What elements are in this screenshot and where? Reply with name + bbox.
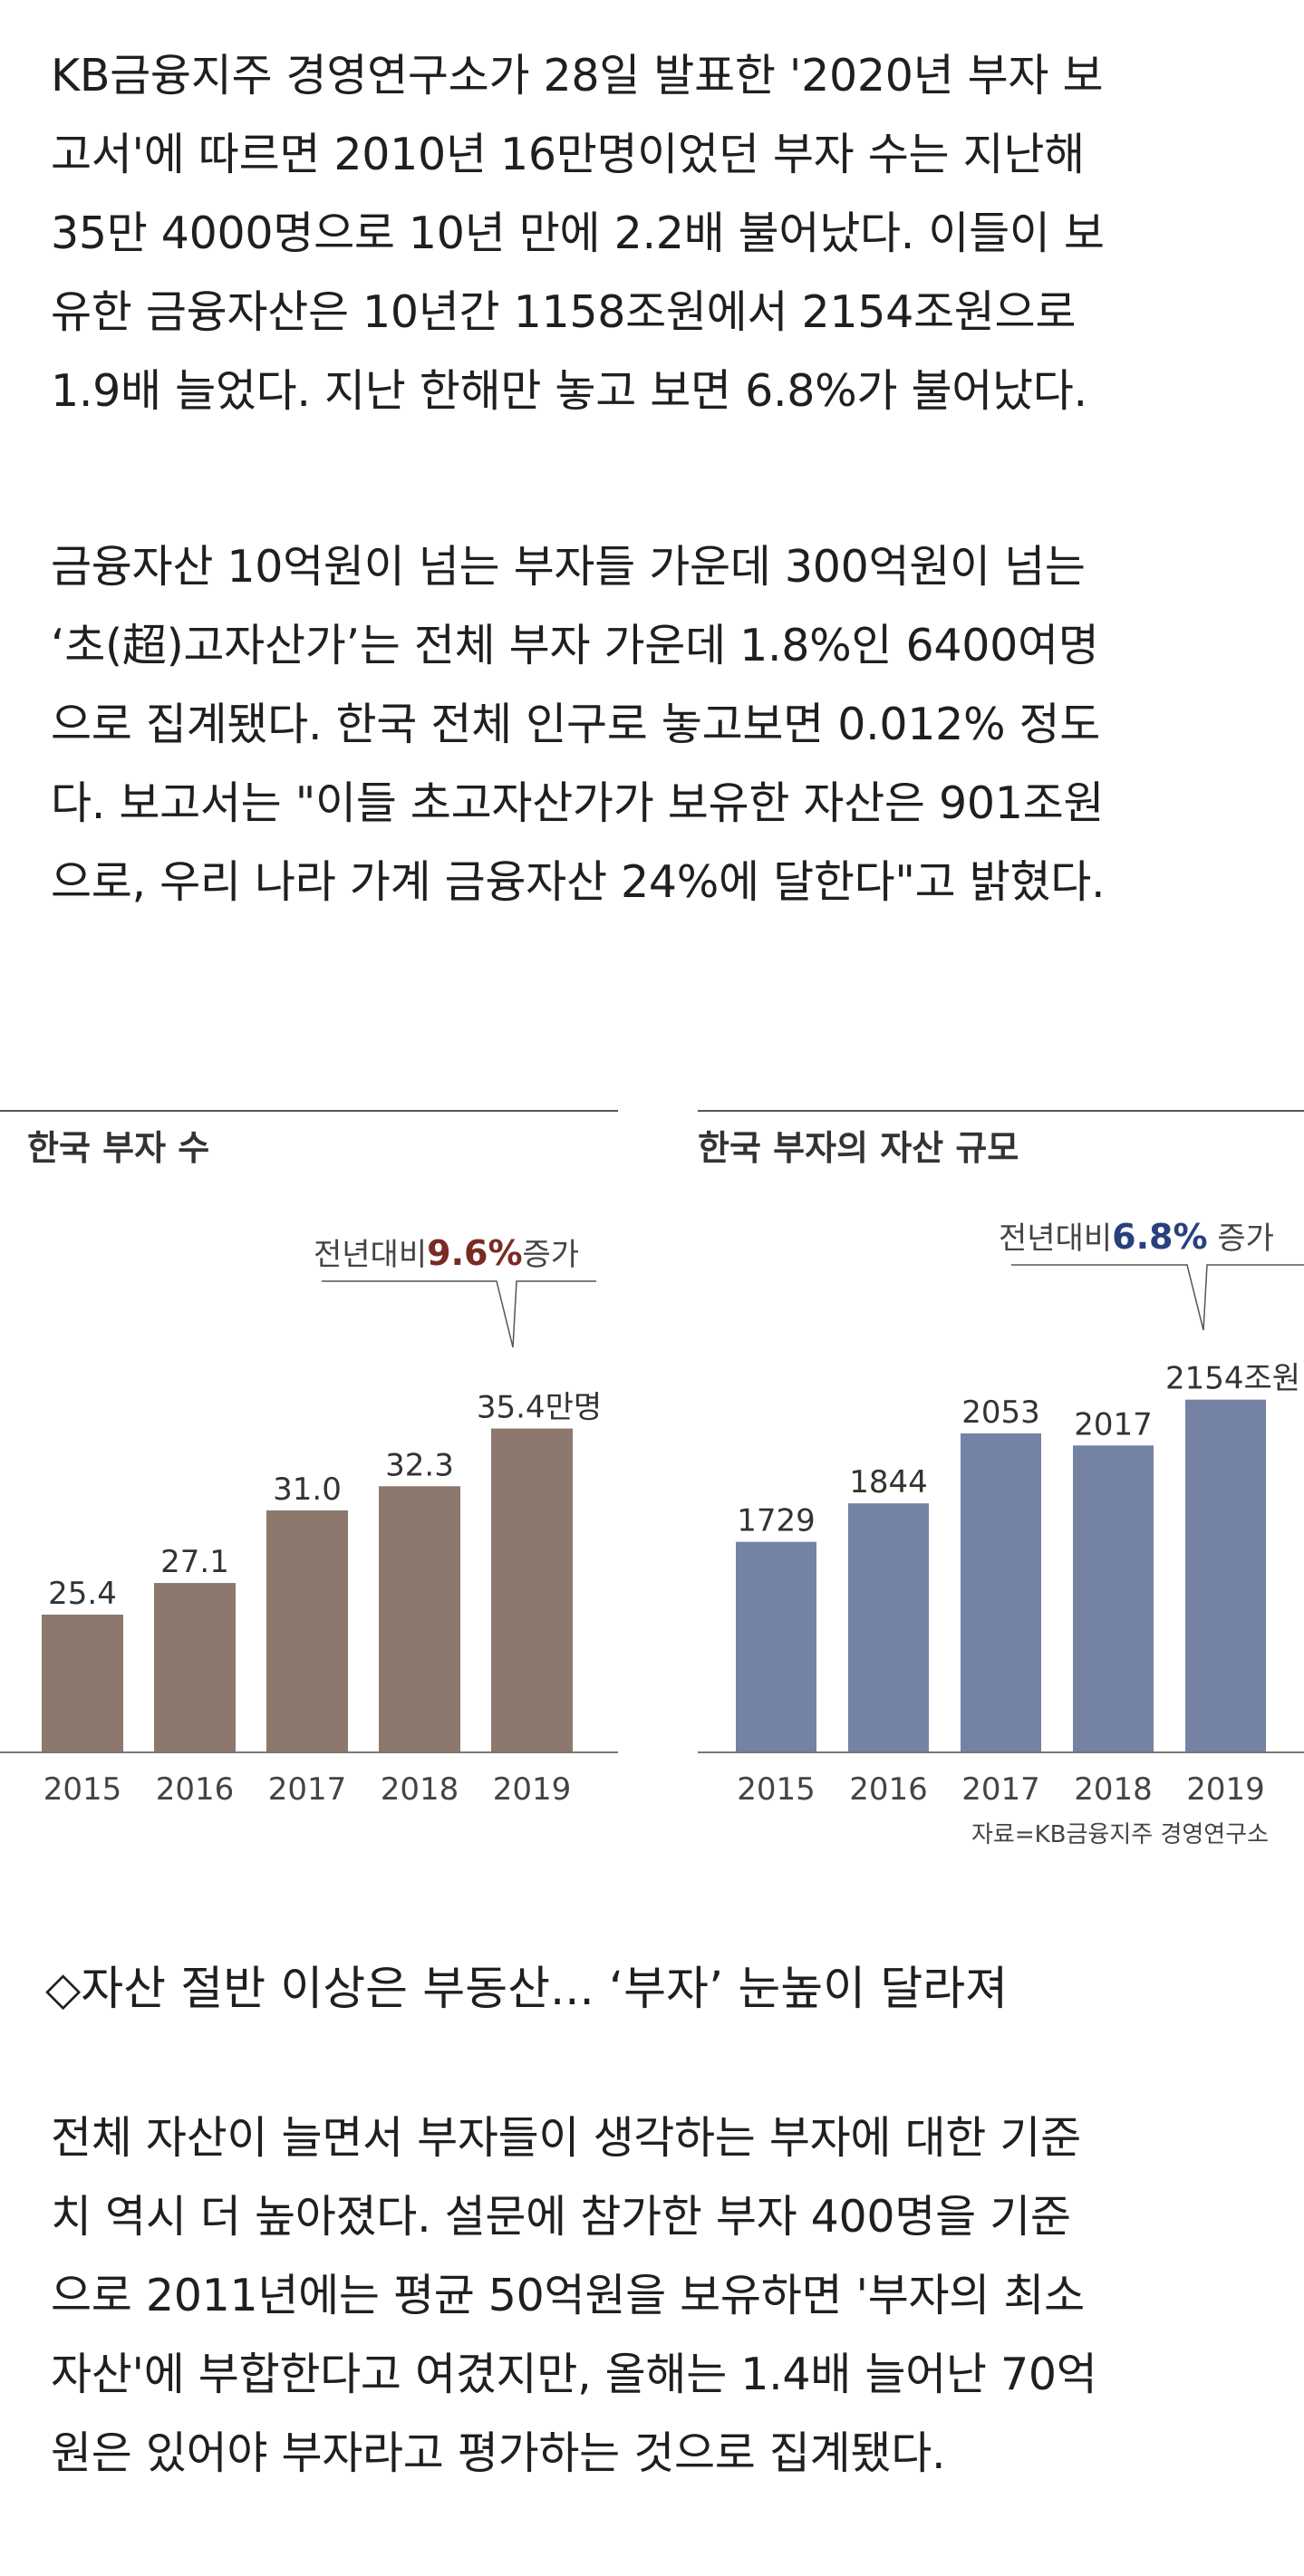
chart-title: 한국 부자 수 bbox=[27, 1128, 209, 1168]
text-line: 1.9배 늘었다. 지난 한해만 놓고 보면 6.8%가 불어났다. bbox=[51, 365, 1087, 417]
bar bbox=[379, 1486, 460, 1752]
x-tick-label: 2018 bbox=[381, 1771, 459, 1808]
chart-source: 자료=KB금융지주 경영연구소 bbox=[971, 1821, 1270, 1848]
text-line: 으로, 우리 나라 가계 금융자산 24%에 달한다"고 밝혔다. bbox=[51, 856, 1106, 908]
x-tick-label: 2015 bbox=[43, 1771, 122, 1808]
x-tick-label: 2018 bbox=[1074, 1771, 1153, 1808]
x-tick-label: 2016 bbox=[849, 1771, 928, 1808]
text-line: 35만 4000명으로 10년 만에 2.2배 불어났다. 이들이 보 bbox=[51, 207, 1105, 259]
bar bbox=[848, 1503, 929, 1752]
bar-value-label: 35.4만명 bbox=[477, 1390, 602, 1426]
bar bbox=[491, 1428, 573, 1752]
rich-assets-chart: 한국 부자의 자산 규모 1729 2015 1844 2016 2053 2017 2017… bbox=[698, 1109, 1304, 1816]
x-tick-label: 2015 bbox=[737, 1771, 816, 1808]
bar-value-label: 2154조원 bbox=[1165, 1361, 1300, 1397]
x-tick-label: 2019 bbox=[1186, 1771, 1265, 1808]
chart-title: 한국 부자의 자산 규모 bbox=[698, 1128, 1019, 1168]
text-line: 자산'에 부합한다고 여겼지만, 올해는 1.4배 늘어난 70억 bbox=[51, 2349, 1097, 2400]
bar-value-label: 27.1 bbox=[160, 1544, 229, 1580]
bar-value-label: 31.0 bbox=[273, 1471, 342, 1508]
text-line: 으로 집계됐다. 한국 전체 인구로 놓고보면 0.012% 정도 bbox=[51, 699, 1101, 750]
text-line: ‘초(超)고자산가’는 전체 부자 가운데 1.8%인 6400여명 bbox=[51, 620, 1099, 671]
ultra-rich-paragraph: 금융자산 10억원이 넘는 부자들 가운데 300억원이 넘는 ‘초(超)고자산… bbox=[51, 527, 1265, 921]
bar-value-label: 32.3 bbox=[385, 1447, 454, 1483]
bar bbox=[154, 1583, 236, 1752]
x-tick-label: 2019 bbox=[493, 1771, 572, 1808]
bar bbox=[736, 1541, 816, 1752]
text-line: KB금융지주 경영연구소가 28일 발표한 '2020년 부자 보 bbox=[51, 50, 1104, 101]
bar bbox=[266, 1510, 348, 1752]
text-line: 치 역시 더 높아졌다. 설문에 참가한 부자 400명을 기준 bbox=[51, 2191, 1071, 2243]
text-line: 금융자산 10억원이 넘는 부자들 가운데 300억원이 넘는 bbox=[51, 541, 1086, 593]
threshold-paragraph: 전체 자산이 늘면서 부자들이 생각하는 부자에 대한 기준 치 역시 더 높아… bbox=[51, 2098, 1265, 2493]
bar-value-label: 2053 bbox=[961, 1394, 1040, 1431]
callout-label: 전년대비9.6%증가 bbox=[314, 1233, 579, 1273]
callout-label: 전년대비6.8% 증가 bbox=[999, 1217, 1274, 1257]
text-line: 전체 자산이 늘면서 부자들이 생각하는 부자에 대한 기준 bbox=[51, 2112, 1081, 2164]
text-line: 유한 금융자산은 10년간 1158조원에서 2154조원으로 bbox=[51, 286, 1077, 338]
text-line: 원은 있어야 부자라고 평가하는 것으로 집계됐다. bbox=[51, 2427, 946, 2479]
callout-pointer bbox=[322, 1280, 596, 1348]
x-tick-label: 2017 bbox=[268, 1771, 347, 1808]
rich-assets-chart-svg: 한국 부자의 자산 규모 1729 2015 1844 2016 2053 2017 2017… bbox=[698, 1110, 1304, 1808]
callout-pointer bbox=[1011, 1264, 1304, 1331]
rich-count-chart: 한국 부자 수 25.4 2015 27.1 2016 31.0 2017 32.3 2018 3… bbox=[0, 1109, 618, 1816]
bar bbox=[961, 1433, 1041, 1752]
intro-paragraph: KB금융지주 경영연구소가 28일 발표한 '2020년 부자 보 고서'에 따… bbox=[51, 36, 1265, 430]
section-heading: ◇자산 절반 이상은 부동산... ‘부자’ 눈높이 달라져 bbox=[45, 1963, 1009, 2016]
x-tick-label: 2016 bbox=[156, 1771, 235, 1808]
bar bbox=[42, 1615, 123, 1752]
bar-value-label: 25.4 bbox=[48, 1576, 117, 1612]
bar-value-label: 1844 bbox=[849, 1464, 928, 1500]
text-line: 다. 보고서는 "이들 초고자산가가 보유한 자산은 901조원 bbox=[51, 777, 1105, 829]
bar bbox=[1185, 1399, 1266, 1752]
bar-value-label: 2017 bbox=[1074, 1406, 1153, 1442]
bar-value-label: 1729 bbox=[737, 1503, 816, 1539]
text-line: 고서'에 따르면 2010년 16만명이었던 부자 수는 지난해 bbox=[51, 129, 1085, 180]
x-tick-label: 2017 bbox=[961, 1771, 1040, 1808]
text-line: 으로 2011년에는 평균 50억원을 보유하면 '부자의 최소 bbox=[51, 2270, 1085, 2321]
rich-count-chart-svg: 한국 부자 수 25.4 2015 27.1 2016 31.0 2017 32.3 2018 3… bbox=[0, 1110, 618, 1808]
bar bbox=[1073, 1445, 1154, 1752]
